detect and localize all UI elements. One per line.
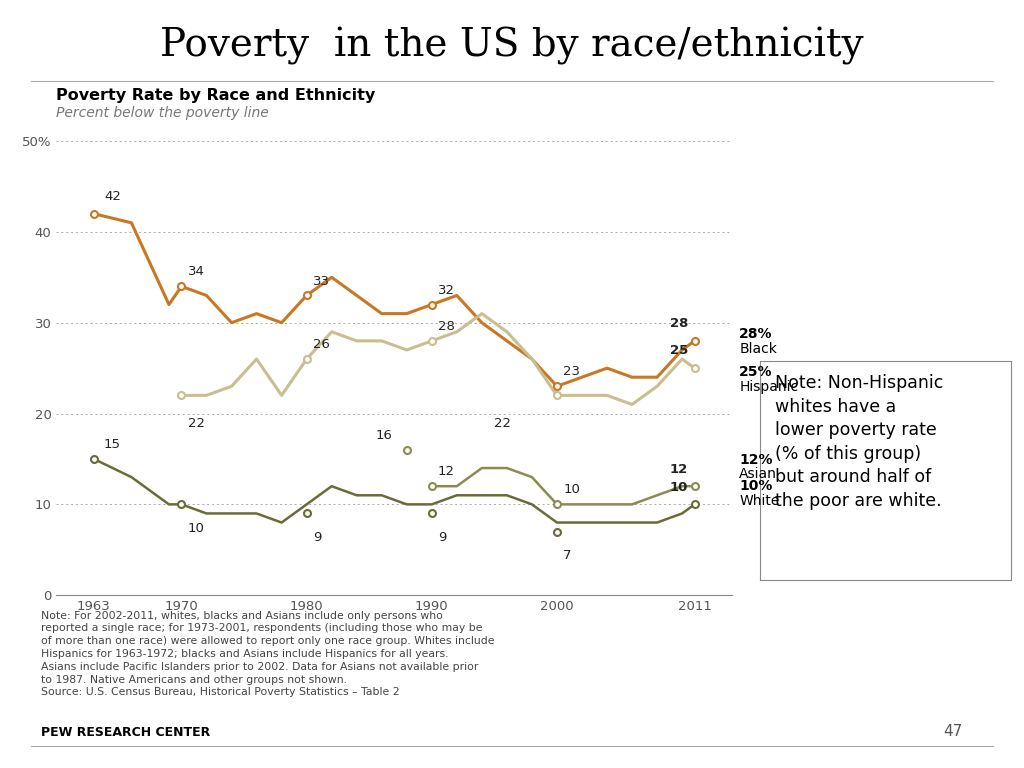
Text: 28: 28 [438,320,455,333]
Text: 25%: 25% [739,366,773,379]
Text: White: White [739,494,779,508]
Text: Asian: Asian [739,468,777,482]
Text: PEW RESEARCH CENTER: PEW RESEARCH CENTER [41,726,210,739]
Text: 47: 47 [943,723,963,739]
Text: Note: For 2002-2011, whites, blacks and Asians include only persons who
reported: Note: For 2002-2011, whites, blacks and … [41,611,495,697]
Text: 12%: 12% [739,453,773,467]
Text: 28: 28 [670,317,688,330]
Text: Hispanic: Hispanic [739,380,799,394]
Text: 12: 12 [438,465,455,478]
Text: Note: Non-Hispanic
whites have a
lower poverty rate
(% of this group)
but around: Note: Non-Hispanic whites have a lower p… [775,374,943,510]
Text: 16: 16 [376,429,392,442]
Text: 22: 22 [495,417,511,430]
Text: 42: 42 [103,190,121,203]
Text: 10: 10 [563,484,580,496]
Text: 7: 7 [563,549,571,562]
Text: 22: 22 [187,417,205,430]
Text: 10: 10 [670,481,688,494]
Text: 12: 12 [670,462,688,475]
Text: 33: 33 [313,274,330,287]
Text: Black: Black [739,342,777,356]
Text: Poverty  in the US by race/ethnicity: Poverty in the US by race/ethnicity [160,27,864,65]
Text: 10%: 10% [739,479,773,493]
Text: 32: 32 [438,283,455,296]
Text: 15: 15 [103,438,121,451]
Text: 23: 23 [563,366,581,379]
Text: 34: 34 [187,266,205,279]
Text: 9: 9 [313,531,322,544]
Text: 25: 25 [670,345,688,357]
Text: 26: 26 [313,338,330,351]
Text: 28%: 28% [739,327,773,341]
Text: Poverty Rate by Race and Ethnicity: Poverty Rate by Race and Ethnicity [56,88,376,104]
Text: Percent below the poverty line: Percent below the poverty line [56,106,269,120]
Text: 10: 10 [187,521,205,535]
Text: 9: 9 [438,531,446,544]
